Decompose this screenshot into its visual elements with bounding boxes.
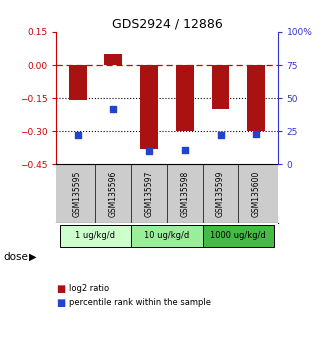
Text: percentile rank within the sample: percentile rank within the sample <box>69 298 211 307</box>
Point <box>146 148 152 154</box>
Text: ▶: ▶ <box>29 252 36 262</box>
Bar <box>212 65 230 109</box>
Point <box>254 131 259 137</box>
Text: GSM135595: GSM135595 <box>73 171 82 217</box>
Point <box>111 106 116 112</box>
Text: GSM135596: GSM135596 <box>109 171 118 217</box>
Text: 1 ug/kg/d: 1 ug/kg/d <box>75 231 116 240</box>
Text: GSM135598: GSM135598 <box>180 171 189 217</box>
Text: log2 ratio: log2 ratio <box>69 284 109 293</box>
Point <box>218 132 223 138</box>
Text: ■: ■ <box>56 298 65 308</box>
Point <box>75 132 80 138</box>
Text: GSM135599: GSM135599 <box>216 171 225 217</box>
Bar <box>247 65 265 131</box>
Text: ■: ■ <box>56 284 65 293</box>
Bar <box>60 225 131 247</box>
Bar <box>140 65 158 149</box>
Text: GSM135600: GSM135600 <box>252 171 261 217</box>
Text: GSM135597: GSM135597 <box>144 171 153 217</box>
Title: GDS2924 / 12886: GDS2924 / 12886 <box>111 18 222 31</box>
Bar <box>104 54 122 65</box>
Text: 1000 ug/kg/d: 1000 ug/kg/d <box>211 231 266 240</box>
Bar <box>69 65 87 101</box>
Bar <box>131 225 203 247</box>
Bar <box>176 65 194 131</box>
Text: 10 ug/kg/d: 10 ug/kg/d <box>144 231 189 240</box>
Bar <box>203 225 274 247</box>
Text: dose: dose <box>3 252 28 262</box>
Point <box>182 147 187 153</box>
